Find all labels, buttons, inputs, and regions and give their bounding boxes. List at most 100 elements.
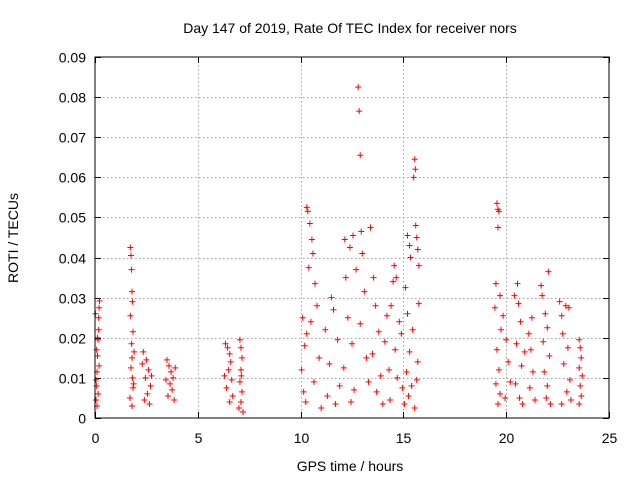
data-point (367, 224, 374, 231)
data-point (332, 400, 339, 407)
data-point (308, 236, 315, 243)
data-point (577, 382, 584, 389)
data-point (518, 362, 525, 369)
grid-lines (95, 57, 609, 418)
data-point (356, 108, 363, 115)
data-point (129, 374, 136, 381)
data-point (307, 318, 314, 325)
data-point (401, 400, 408, 407)
data-point (162, 376, 169, 383)
data-point (224, 344, 231, 351)
data-point (302, 398, 309, 405)
data-point (147, 382, 154, 389)
data-point (318, 404, 325, 411)
data-point (222, 340, 229, 347)
data-point (129, 288, 136, 295)
data-point (236, 336, 243, 343)
data-point (414, 246, 421, 253)
data-point (306, 220, 313, 227)
data-point (334, 336, 341, 343)
data-point (330, 306, 337, 313)
data-point (130, 328, 137, 335)
data-point (127, 244, 134, 251)
data-point (171, 396, 178, 403)
data-point (309, 250, 316, 257)
data-point (170, 374, 177, 381)
data-point (166, 362, 173, 369)
data-point (129, 298, 136, 305)
data-point (350, 232, 357, 239)
data-point (238, 372, 245, 379)
data-point (556, 298, 563, 305)
data-point (558, 312, 565, 319)
data-point (303, 204, 310, 211)
data-point (527, 346, 534, 353)
data-point (235, 404, 242, 411)
y-axis-label: ROTI / TECUs (5, 193, 21, 283)
data-point (298, 366, 305, 373)
data-point (566, 376, 573, 383)
data-point (324, 392, 331, 399)
data-point (410, 174, 417, 181)
data-point (564, 344, 571, 351)
x-tick-label: 20 (499, 430, 515, 446)
data-point (412, 166, 419, 173)
data-point (164, 392, 171, 399)
data-point (394, 374, 401, 381)
data-point (505, 358, 512, 365)
data-point (316, 354, 323, 361)
data-point (407, 254, 414, 261)
data-point (148, 372, 155, 379)
data-point (392, 346, 399, 353)
data-point (388, 302, 395, 309)
data-point (393, 274, 400, 281)
data-point (412, 222, 419, 229)
y-tick-label: 0.01 (59, 371, 86, 387)
data-point (96, 362, 103, 369)
data-point (404, 310, 411, 317)
x-tick-label: 10 (294, 430, 310, 446)
data-point (387, 396, 394, 403)
data-point (225, 366, 232, 373)
data-point (95, 326, 102, 333)
data-point (357, 320, 364, 327)
data-point (390, 278, 397, 285)
data-point (491, 304, 498, 311)
data-point (139, 360, 146, 367)
data-point (579, 372, 586, 379)
data-point (328, 294, 335, 301)
data-point (145, 366, 152, 373)
x-axis-label: GPS time / hours (297, 458, 404, 474)
data-point (326, 360, 333, 367)
data-point (228, 376, 235, 383)
data-point (406, 348, 413, 355)
data-point (497, 292, 504, 299)
data-point (229, 392, 236, 399)
data-point (144, 390, 151, 397)
data-point (529, 368, 536, 375)
data-point (127, 252, 134, 259)
data-point (403, 368, 410, 375)
data-point (300, 388, 307, 395)
data-point (513, 340, 520, 347)
data-point (93, 376, 100, 383)
plot-frame (94, 56, 610, 419)
data-point (237, 398, 244, 405)
data-point (226, 398, 233, 405)
data-point (492, 280, 499, 287)
data-point (563, 388, 570, 395)
data-point (172, 364, 179, 371)
data-point (415, 262, 422, 269)
data-point (546, 352, 553, 359)
data-point (516, 394, 523, 401)
data-point (503, 336, 510, 343)
data-point (413, 376, 420, 383)
data-point (314, 302, 321, 309)
data-point (304, 208, 311, 215)
data-point (140, 348, 147, 355)
data-point (545, 268, 552, 275)
data-point (168, 368, 175, 375)
x-tick-label: 5 (195, 430, 203, 446)
data-point (538, 282, 545, 289)
data-point (511, 292, 518, 299)
